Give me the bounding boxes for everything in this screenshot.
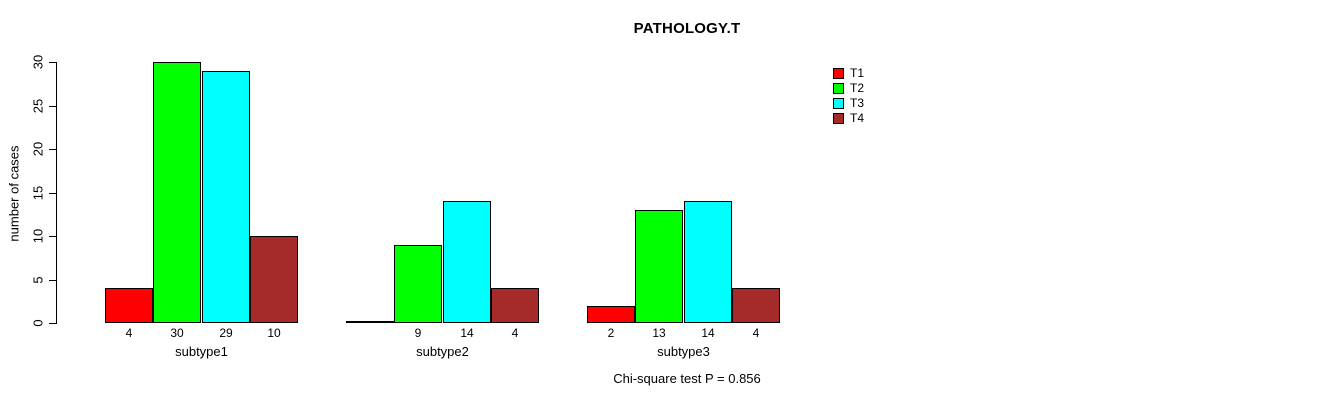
legend-row-T1: T1	[833, 66, 864, 81]
legend-label-T4: T4	[850, 111, 865, 125]
bar-T3-subtype2	[443, 201, 491, 323]
y-tick-label: 0	[30, 319, 46, 327]
legend-row-T3: T3	[833, 96, 864, 111]
legend-label-T1: T1	[850, 66, 865, 80]
y-tick-mark	[49, 149, 56, 150]
bar-T3-subtype1	[202, 71, 250, 323]
y-tick-label: 10	[30, 228, 46, 244]
y-axis-label: number of cases	[6, 145, 22, 242]
category-label-subtype2: subtype2	[416, 344, 469, 359]
y-tick-mark	[49, 323, 56, 324]
bar-value-label: 4	[125, 326, 133, 340]
category-label-subtype3: subtype3	[657, 344, 710, 359]
y-tick-label: 30	[30, 54, 46, 70]
bar-value-label: 2	[607, 326, 615, 340]
legend-label-T2: T2	[850, 81, 865, 95]
bar-T1-subtype1	[105, 288, 153, 323]
bar-T4-subtype2	[491, 288, 539, 323]
bar-value-label: 14	[460, 326, 474, 340]
legend-swatch-T2	[833, 83, 844, 94]
bar-T2-subtype3	[635, 210, 683, 323]
legend-label-T3: T3	[850, 96, 865, 110]
y-tick-mark	[49, 193, 56, 194]
y-tick-mark	[49, 236, 56, 237]
bar-T2-subtype1	[153, 62, 201, 323]
bar-T4-subtype3	[732, 288, 780, 323]
legend-swatch-T3	[833, 98, 844, 109]
legend-row-T2: T2	[833, 81, 864, 96]
y-tick-label: 15	[30, 185, 46, 201]
bar-value-label: 10	[267, 326, 281, 340]
bar-T3-subtype3	[684, 201, 732, 323]
category-label-subtype1: subtype1	[175, 344, 228, 359]
y-tick-label: 25	[30, 98, 46, 114]
bar-value-label: 29	[219, 326, 233, 340]
bar-value-label: 4	[752, 326, 760, 340]
y-tick-label: 20	[30, 141, 46, 157]
y-tick-mark	[49, 62, 56, 63]
bar-value-label: 13	[652, 326, 666, 340]
bar-value-label: 4	[511, 326, 519, 340]
bar-value-label: 30	[170, 326, 184, 340]
bar-value-label: 9	[414, 326, 422, 340]
bar-T1-subtype2	[346, 321, 394, 323]
bar-T4-subtype1	[250, 236, 298, 323]
y-tick-mark	[49, 106, 56, 107]
legend-swatch-T4	[833, 113, 844, 124]
chart-title: PATHOLOGY.T	[633, 20, 741, 37]
bar-T2-subtype2	[394, 245, 442, 323]
y-tick-mark	[49, 280, 56, 281]
bar-T1-subtype3	[587, 306, 635, 323]
y-axis-line	[56, 62, 57, 324]
legend: T1 T2 T3 T4	[833, 66, 864, 126]
chi-square-annotation: Chi-square test P = 0.856	[613, 371, 761, 386]
legend-row-T4: T4	[833, 111, 864, 126]
y-tick-label: 5	[30, 276, 46, 284]
legend-swatch-T1	[833, 68, 844, 79]
bar-value-label: 14	[701, 326, 715, 340]
